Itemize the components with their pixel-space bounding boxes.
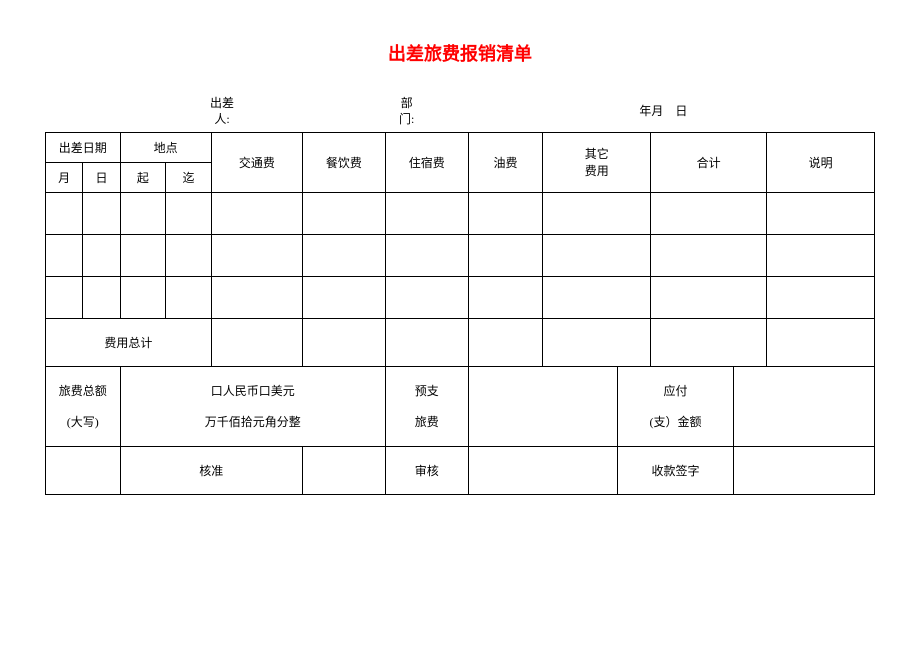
cell[interactable] (767, 193, 875, 235)
header-other-1: 其它 (545, 146, 648, 163)
cell[interactable] (166, 235, 212, 277)
cell[interactable] (120, 277, 166, 319)
dept-label-1: 部 (401, 96, 413, 112)
expense-total-row: 费用总计 (46, 319, 875, 367)
currency-label: 口人民币口美元 (123, 383, 383, 400)
cell[interactable] (543, 235, 651, 277)
cell[interactable] (302, 447, 385, 495)
payable-label: 应付 (支）金额 (617, 367, 733, 447)
header-other-2: 费用 (545, 163, 648, 180)
cell[interactable] (302, 235, 385, 277)
cell[interactable] (468, 447, 617, 495)
table-row (46, 235, 875, 277)
signature-row: 核准 审核 收款签字 (46, 447, 875, 495)
advance-label: 预支 旅费 (385, 367, 468, 447)
cell[interactable] (83, 277, 120, 319)
cell[interactable] (120, 235, 166, 277)
header-from: 起 (120, 163, 166, 193)
cell[interactable] (651, 319, 767, 367)
form-title: 出差旅费报销清单 (45, 40, 875, 66)
cell[interactable] (734, 367, 875, 447)
cell[interactable] (385, 277, 468, 319)
header-to: 迄 (166, 163, 212, 193)
cell[interactable] (651, 277, 767, 319)
cell[interactable] (468, 367, 617, 447)
travel-total-row: 旅费总额 (大写) 口人民币口美元 万千佰拾元角分整 预支 旅费 应付 (支）金… (46, 367, 875, 447)
review-label: 审核 (385, 447, 468, 495)
header-meal: 餐饮费 (302, 133, 385, 193)
cell[interactable] (302, 319, 385, 367)
cell[interactable] (211, 193, 302, 235)
cell[interactable] (46, 447, 121, 495)
cell[interactable] (83, 193, 120, 235)
approve-label: 核准 (120, 447, 302, 495)
cell[interactable] (166, 277, 212, 319)
travel-total-2: (大写) (48, 414, 118, 431)
cell[interactable] (767, 319, 875, 367)
cell[interactable] (166, 193, 212, 235)
header-total: 合计 (651, 133, 767, 193)
cell[interactable] (767, 277, 875, 319)
person-label-1: 出差 (210, 96, 234, 112)
cell[interactable] (543, 319, 651, 367)
cell[interactable] (211, 277, 302, 319)
info-dept: 部 门: (399, 96, 414, 127)
header-other: 其它 费用 (543, 133, 651, 193)
header-transport: 交通费 (211, 133, 302, 193)
cell[interactable] (211, 319, 302, 367)
cell[interactable] (83, 235, 120, 277)
header-location: 地点 (120, 133, 211, 163)
cell[interactable] (468, 319, 543, 367)
currency-amount: 口人民币口美元 万千佰拾元角分整 (120, 367, 385, 447)
cell[interactable] (767, 235, 875, 277)
sign-label: 收款签字 (617, 447, 733, 495)
date-label: 年月 日 (639, 104, 687, 120)
cell[interactable] (46, 277, 83, 319)
dept-label-2: 门: (399, 112, 414, 128)
header-note: 说明 (767, 133, 875, 193)
table-row (46, 277, 875, 319)
cell[interactable] (468, 235, 543, 277)
cell[interactable] (543, 277, 651, 319)
cell[interactable] (651, 193, 767, 235)
cell[interactable] (46, 235, 83, 277)
header-trip-date: 出差日期 (46, 133, 121, 163)
cell[interactable] (468, 193, 543, 235)
cell[interactable] (651, 235, 767, 277)
cell[interactable] (385, 193, 468, 235)
table-row (46, 193, 875, 235)
amount-words: 万千佰拾元角分整 (123, 414, 383, 431)
payable-2: (支）金额 (620, 414, 731, 431)
header-lodging: 住宿费 (385, 133, 468, 193)
cell[interactable] (385, 319, 468, 367)
header-fuel: 油费 (468, 133, 543, 193)
advance-2: 旅费 (388, 414, 466, 431)
info-date: 年月 日 (639, 96, 687, 127)
cell[interactable] (120, 193, 166, 235)
expense-table: 出差日期 地点 交通费 餐饮费 住宿费 油费 其它 费用 合计 说明 月 日 起… (45, 132, 875, 495)
header-row-1: 出差日期 地点 交通费 餐饮费 住宿费 油费 其它 费用 合计 说明 (46, 133, 875, 163)
cell[interactable] (302, 277, 385, 319)
cell[interactable] (734, 447, 875, 495)
payable-1: 应付 (620, 383, 731, 400)
cell[interactable] (46, 193, 83, 235)
header-month: 月 (46, 163, 83, 193)
person-label-2: 人: (214, 112, 229, 128)
cell[interactable] (385, 235, 468, 277)
cell[interactable] (543, 193, 651, 235)
advance-1: 预支 (388, 383, 466, 400)
travel-total-label: 旅费总额 (大写) (46, 367, 121, 447)
cell[interactable] (468, 277, 543, 319)
header-day: 日 (83, 163, 120, 193)
expense-total-label: 费用总计 (46, 319, 212, 367)
travel-total-1: 旅费总额 (48, 383, 118, 400)
info-row: 出差 人: 部 门: 年月 日 (45, 96, 875, 127)
cell[interactable] (211, 235, 302, 277)
cell[interactable] (302, 193, 385, 235)
info-person: 出差 人: (210, 96, 234, 127)
